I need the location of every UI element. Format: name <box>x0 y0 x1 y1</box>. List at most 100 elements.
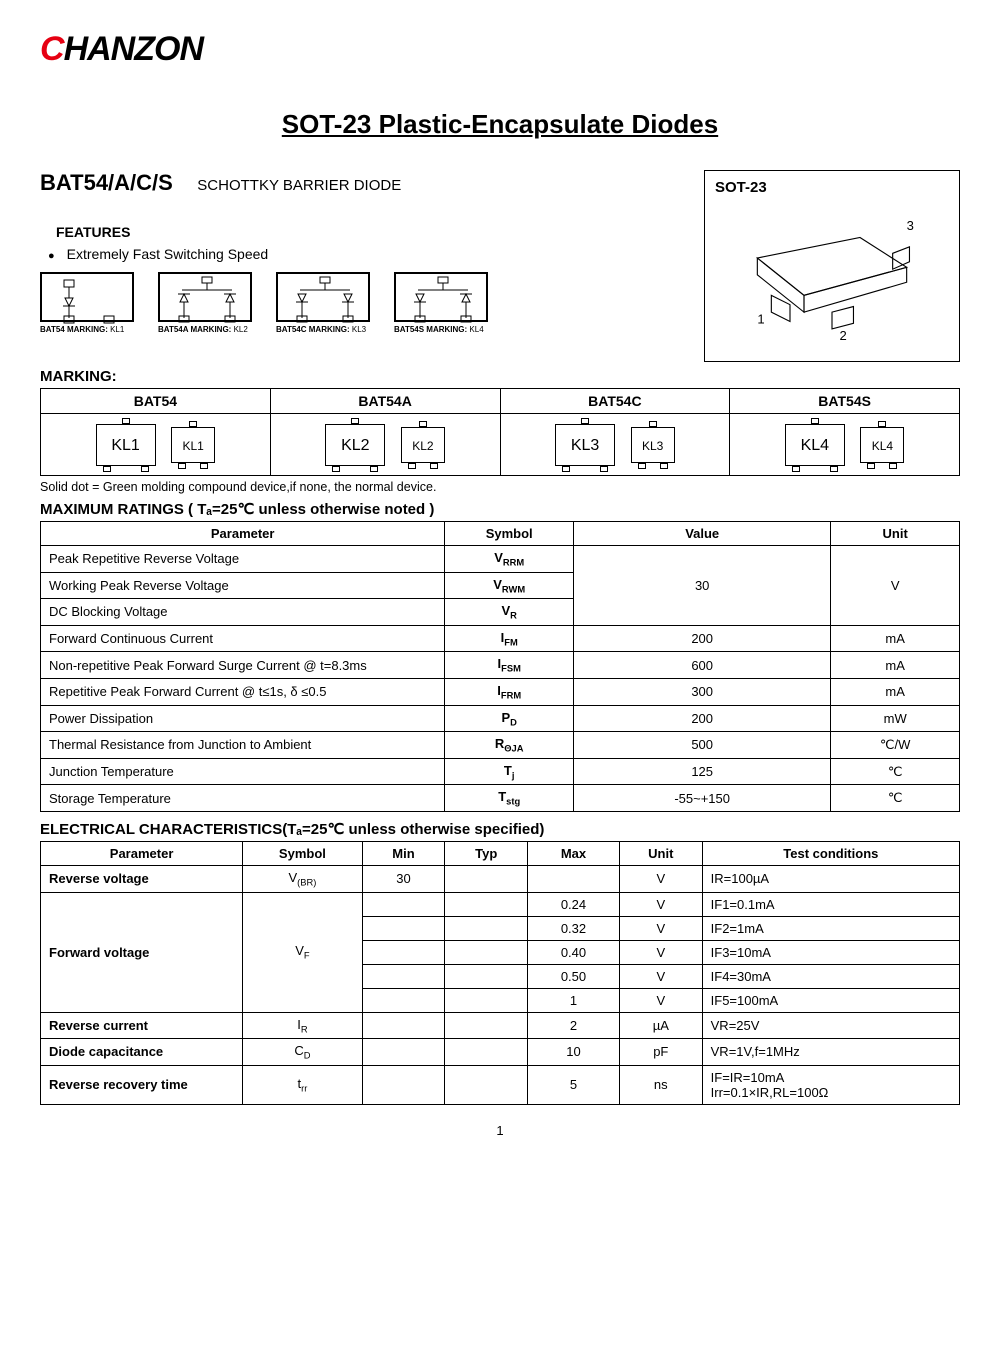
ec4: Max <box>528 841 620 865</box>
rat-param: Junction Temperature <box>41 758 445 785</box>
rat-col1: Symbol <box>445 522 574 546</box>
rat-param: Non-repetitive Peak Forward Surge Curren… <box>41 652 445 679</box>
circuit-icon <box>160 274 254 324</box>
rat-unit: ℃ <box>831 758 960 785</box>
elec-cond: IF3=10mA <box>702 940 959 964</box>
elec-typ <box>445 964 528 988</box>
dot-note: Solid dot = Green molding compound devic… <box>40 480 960 494</box>
elec-cond: IR=100µA <box>702 865 959 892</box>
elec-typ <box>445 916 528 940</box>
elec-min <box>362 1065 445 1104</box>
chip-icon: KL1 <box>96 424 156 466</box>
marking-col0: BAT54 <box>41 389 271 414</box>
elec-max: 5 <box>528 1065 620 1104</box>
rat-val: -55~+150 <box>574 785 831 812</box>
elec-min: 30 <box>362 865 445 892</box>
chip-icon-small: KL3 <box>631 427 675 463</box>
elec-max: 2 <box>528 1012 620 1039</box>
part-line: BAT54/A/C/S SCHOTTKY BARRIER DIODE <box>40 170 684 196</box>
circuit-icon <box>278 274 372 324</box>
schem-label: BAT54 MARKING: <box>40 325 110 334</box>
marking-table: BAT54 BAT54A BAT54C BAT54S KL1 KL1 KL2 K… <box>40 388 960 476</box>
rat-sym: VR <box>445 599 574 626</box>
pin2-label: 2 <box>839 328 846 342</box>
rat-param: Thermal Resistance from Junction to Ambi… <box>41 732 445 759</box>
ec3: Typ <box>445 841 528 865</box>
rat-sym: VRRM <box>445 546 574 573</box>
rat-val: 125 <box>574 758 831 785</box>
chip-icon-small: KL2 <box>401 427 445 463</box>
rat-sym: PD <box>445 705 574 732</box>
marking-cell: KL2 KL2 <box>270 414 500 476</box>
ec5: Unit <box>619 841 702 865</box>
ec1: Symbol <box>243 841 362 865</box>
elec-unit: V <box>619 916 702 940</box>
rat-sym: IFM <box>445 625 574 652</box>
features-heading: FEATURES <box>56 224 684 240</box>
sot23-package-box: SOT-23 3 1 2 <box>704 170 960 362</box>
rat-param: Repetitive Peak Forward Current @ t≤1s, … <box>41 678 445 705</box>
rat-param: Peak Repetitive Reverse Voltage <box>41 546 445 573</box>
schem-label: BAT54A MARKING: <box>158 325 234 334</box>
schematic-bat54a: BAT54A MARKING: KL2 <box>158 272 252 334</box>
rat-param: Storage Temperature <box>41 785 445 812</box>
rat-unit: mA <box>831 678 960 705</box>
rat-unit: mW <box>831 705 960 732</box>
elec-unit: V <box>619 892 702 916</box>
rat-val: 200 <box>574 705 831 732</box>
elec-param: Reverse current <box>41 1012 243 1039</box>
elec-typ <box>445 865 528 892</box>
logo-c: C <box>40 30 64 68</box>
ec6: Test conditions <box>702 841 959 865</box>
rat-val: 300 <box>574 678 831 705</box>
elec-min <box>362 1012 445 1039</box>
elec-param: Reverse voltage <box>41 865 243 892</box>
elec-min <box>362 988 445 1012</box>
marking-col1: BAT54A <box>270 389 500 414</box>
rat-val: 600 <box>574 652 831 679</box>
elec-max <box>528 865 620 892</box>
elec-cond: IF1=0.1mA <box>702 892 959 916</box>
chip-icon-small: KL4 <box>860 427 904 463</box>
chip-icon: KL4 <box>785 424 845 466</box>
datasheet-page: CHANZON SOT-23 Plastic-Encapsulate Diode… <box>0 0 1000 1158</box>
rat-sym: Tj <box>445 758 574 785</box>
rat-val: 200 <box>574 625 831 652</box>
top-row: BAT54/A/C/S SCHOTTKY BARRIER DIODE FEATU… <box>40 170 960 362</box>
elec-heading: ELECTRICAL CHARACTERISTICS(Tₐ=25℃ unless… <box>40 820 960 838</box>
rat-unit: ℃/W <box>831 732 960 759</box>
rat-param: Forward Continuous Current <box>41 625 445 652</box>
sot23-title: SOT-23 <box>715 179 949 196</box>
elec-unit: V <box>619 988 702 1012</box>
rat-param: Working Peak Reverse Voltage <box>41 572 445 599</box>
elec-min <box>362 1039 445 1066</box>
elec-typ <box>445 940 528 964</box>
schem-kl: KL1 <box>110 325 124 334</box>
rat-unit: mA <box>831 652 960 679</box>
rat-col0: Parameter <box>41 522 445 546</box>
pin3-label: 3 <box>907 218 914 233</box>
rat-col3: Unit <box>831 522 960 546</box>
rat-sym: Tstg <box>445 785 574 812</box>
rat-param: DC Blocking Voltage <box>41 599 445 626</box>
ec0: Parameter <box>41 841 243 865</box>
circuit-icon <box>396 274 490 324</box>
chip-icon-small: KL1 <box>171 427 215 463</box>
elec-unit: ns <box>619 1065 702 1104</box>
elec-cond: VR=1V,f=1MHz <box>702 1039 959 1066</box>
rat-unit: V <box>831 546 960 626</box>
page-title: SOT-23 Plastic-Encapsulate Diodes <box>40 109 960 140</box>
elec-typ <box>445 988 528 1012</box>
page-number: 1 <box>40 1123 960 1138</box>
part-subtitle: SCHOTTKY BARRIER DIODE <box>197 177 401 194</box>
elec-max: 0.50 <box>528 964 620 988</box>
sot23-package-icon: 3 1 2 <box>715 202 949 342</box>
elec-cond: VR=25V <box>702 1012 959 1039</box>
elec-cond: IF2=1mA <box>702 916 959 940</box>
elec-sym: VF <box>243 892 362 1012</box>
part-number: BAT54/A/C/S <box>40 170 173 195</box>
schematic-bat54: BAT54 MARKING: KL1 <box>40 272 134 334</box>
circuit-icon <box>42 274 136 324</box>
elec-unit: V <box>619 964 702 988</box>
schematic-bat54s: BAT54S MARKING: KL4 <box>394 272 488 334</box>
